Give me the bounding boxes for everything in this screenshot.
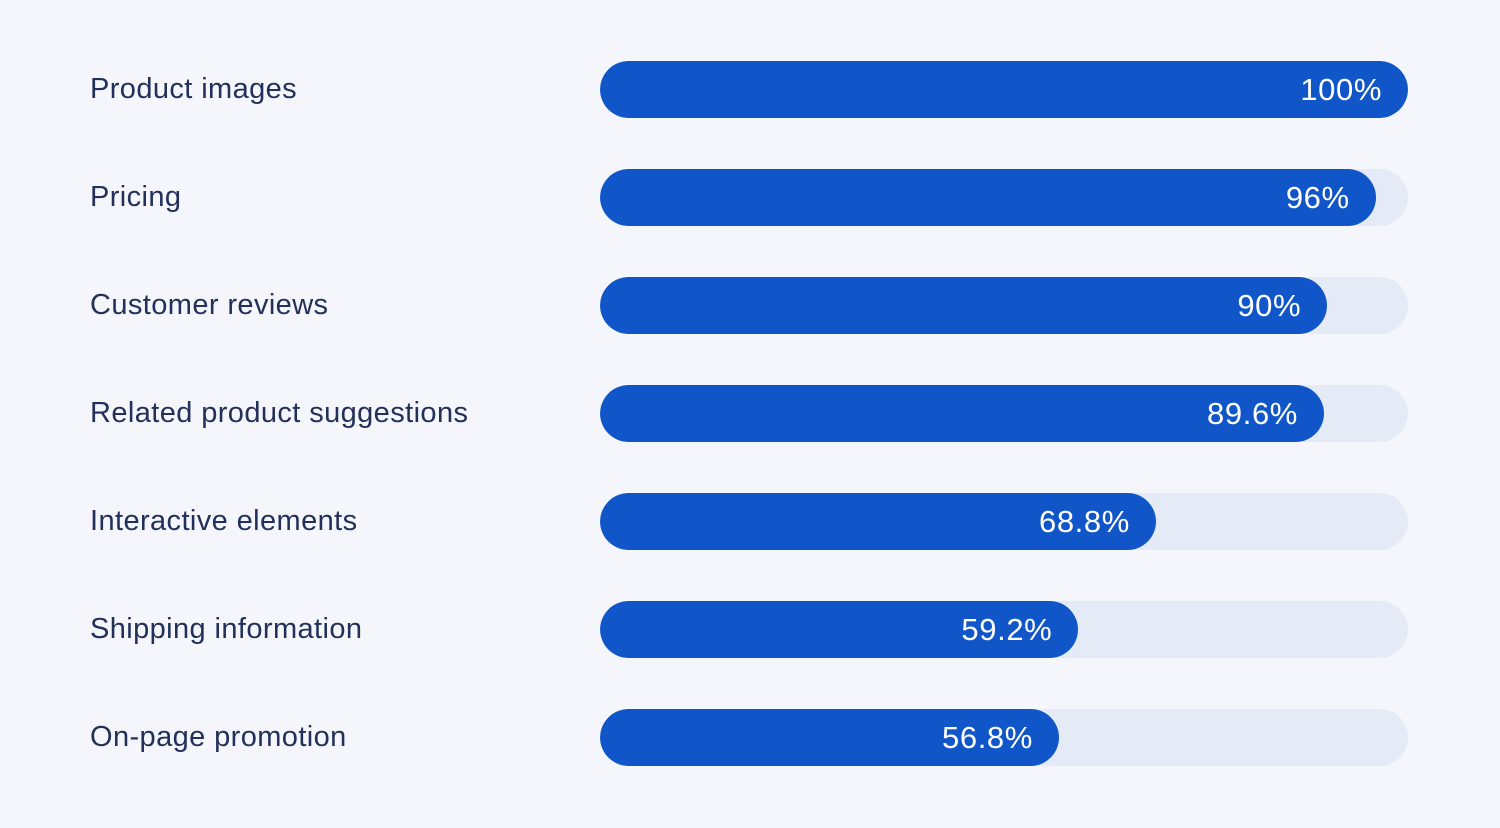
- category-label: Related product suggestions: [90, 397, 469, 429]
- bar-value-label: 100%: [1300, 72, 1382, 107]
- bar-fill: 89.6%: [600, 385, 1324, 442]
- bar-track: 56.8%: [600, 709, 1408, 766]
- category-label: Pricing: [90, 181, 182, 213]
- bar-track: 96%: [600, 169, 1408, 226]
- bar-row: Related product suggestions 89.6%: [0, 385, 1500, 442]
- bar-fill: 56.8%: [600, 709, 1059, 766]
- category-label: Customer reviews: [90, 289, 329, 321]
- bar-track: 89.6%: [600, 385, 1408, 442]
- category-label: Product images: [90, 73, 298, 105]
- category-label: On-page promotion: [90, 721, 347, 753]
- bar-track: 59.2%: [600, 601, 1408, 658]
- bar-row: Interactive elements 68.8%: [0, 493, 1500, 550]
- bar-value-label: 89.6%: [1207, 396, 1298, 431]
- bar-value-label: 59.2%: [961, 612, 1053, 647]
- bar-fill: 100%: [600, 61, 1408, 118]
- bar-value-label: 96%: [1285, 180, 1350, 215]
- bar-row: Pricing 96%: [0, 169, 1500, 226]
- bar-fill: 96%: [600, 169, 1376, 226]
- bar-value-label: 56.8%: [942, 720, 1033, 755]
- bar-track: 100%: [600, 61, 1408, 118]
- category-label: Interactive elements: [90, 505, 358, 537]
- bar-fill: 59.2%: [600, 601, 1079, 658]
- bar-track: 90%: [600, 277, 1408, 334]
- bar-fill: 68.8%: [600, 493, 1156, 550]
- bar-value-label: 68.8%: [1038, 504, 1130, 539]
- bar-value-label: 90%: [1237, 288, 1302, 323]
- bar-row: Shipping information 59.2%: [0, 601, 1500, 658]
- category-label: Shipping information: [90, 613, 363, 645]
- bar-row: Customer reviews 90%: [0, 277, 1500, 334]
- bar-track: 68.8%: [600, 493, 1408, 550]
- bar-row: Product images 100%: [0, 61, 1500, 118]
- bar-row: On-page promotion 56.8%: [0, 709, 1500, 766]
- bar-fill: 90%: [600, 277, 1328, 334]
